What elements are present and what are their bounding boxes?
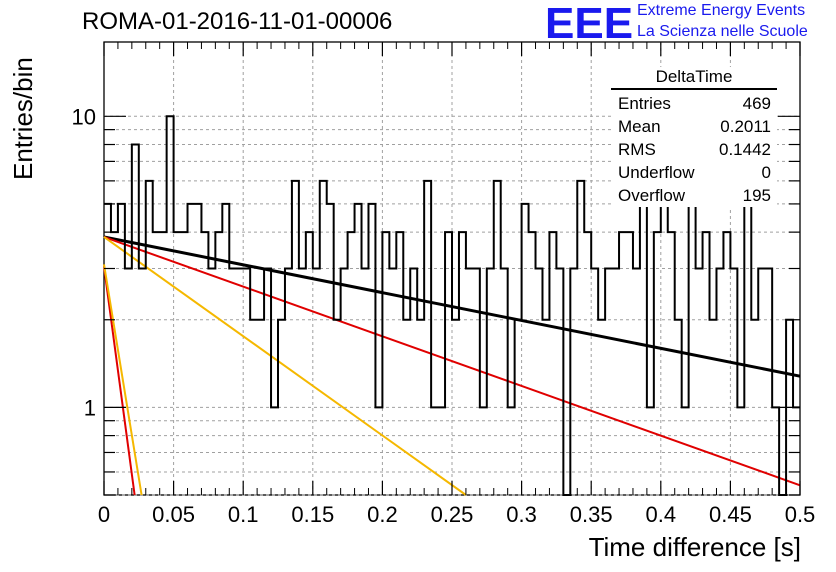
stat-value: 0 [761,163,771,182]
x-tick-label: 0 [98,502,110,527]
axes: 0 0.05 0.1 0.15 0.2 0.25 0.3 0.35 0.4 0.45 0.5 1 10 [72,42,816,527]
logo-line-1: Extreme Energy Events [637,2,806,19]
stats-title: DeltaTime [611,67,777,90]
x-tick-label: 0.3 [506,502,537,527]
x-tick-label: 0.35 [570,502,613,527]
stat-value: 0.2011 [720,117,771,136]
stat-label: RMS [618,140,656,159]
x-tick-label: 0.1 [228,502,259,527]
y-axis-label: Entries/bin [8,57,38,180]
y-tick-label: 10 [72,104,96,129]
x-tick-label: 0.15 [291,502,334,527]
eee-logo-mark: EEE [545,0,634,48]
stat-row-underflow: Underflow 0 [611,161,777,184]
stat-label: Underflow [618,163,695,182]
x-tick-label: 0.05 [152,502,195,527]
stat-row-rms: RMS 0.1442 [611,138,777,161]
histogram-steps [104,115,800,496]
fit-line-yellow [103,264,143,496]
stat-label: Mean [618,117,661,136]
stat-row-overflow: Overflow 195 [611,184,777,207]
plot-title: ROMA-01-2016-11-01-00006 [82,8,393,35]
stat-value: 469 [742,94,771,113]
stat-value: 195 [742,186,771,205]
stat-label: Overflow [618,186,686,205]
x-axis-label: Time difference [s] [588,532,801,562]
x-tick-label: 0.4 [646,502,677,527]
stat-label: Entries [618,94,671,113]
stat-row-entries: Entries 469 [611,92,777,115]
fit-line-red [103,266,136,496]
logo-line-2: La Scienza nelle Scuole [637,23,808,40]
stat-value: 0.1442 [719,140,771,159]
stat-row-mean: Mean 0.2011 [611,115,777,138]
x-tick-label: 0.45 [709,502,752,527]
x-tick-label: 0.2 [367,502,398,527]
stats-box: DeltaTime Entries 469 Mean 0.2011 RMS 0.… [611,67,777,207]
y-tick-label: 1 [84,395,96,420]
fit-line-red [103,236,801,487]
fit-line-yellow [103,236,467,496]
x-tick-label: 0.5 [785,502,816,527]
x-tick-label: 0.25 [431,502,474,527]
